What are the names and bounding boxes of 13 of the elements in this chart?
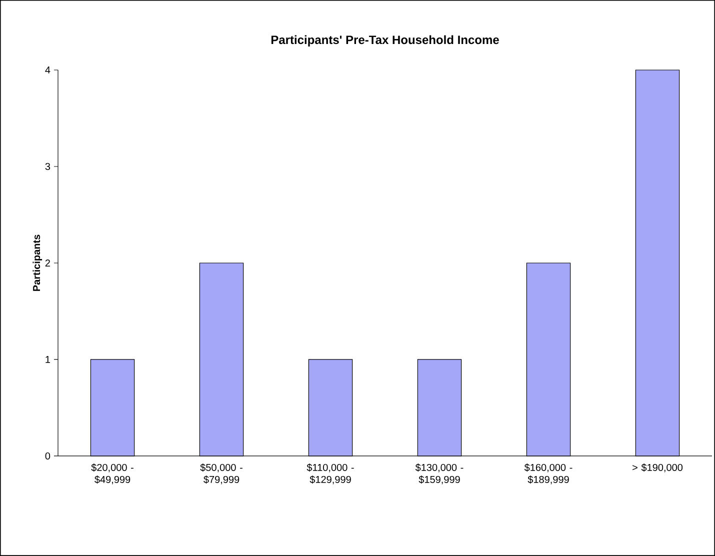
x-tick-label: > $190,000 [632,464,683,472]
x-tick-label: $130,000 - $159,999 [415,464,464,484]
x-tick-label: $160,000 - $189,999 [524,464,572,484]
y-tick-label: 3 [45,162,50,170]
y-tick-label: 0 [45,452,50,460]
x-tick-label: $110,000 - $129,999 [306,464,354,484]
x-tick-label: $50,000 - $79,999 [200,464,242,484]
y-axis-title: Participants [32,234,42,291]
chart-title: Participants' Pre-Tax Household Income [271,35,499,46]
y-tick-label: 4 [45,66,50,74]
x-tick-label: $20,000 - $49,999 [91,464,134,484]
y-tick-label: 1 [46,356,50,363]
y-tick-label: 2 [45,260,50,266]
